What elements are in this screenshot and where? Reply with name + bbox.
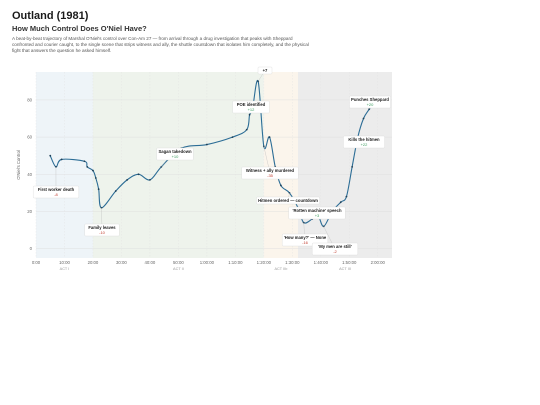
data-point xyxy=(60,158,63,161)
data-point xyxy=(114,190,117,192)
annotation-delta: -10 xyxy=(99,230,106,235)
annotation-label: 'How many?' — None xyxy=(284,235,327,240)
data-point xyxy=(268,136,271,139)
data-point xyxy=(205,143,208,146)
x-tick-label: 40:00 xyxy=(145,260,156,265)
data-point xyxy=(92,169,94,172)
x-tick-label: 1:40:00 xyxy=(314,260,329,265)
act-label: ACT IIb xyxy=(275,267,288,271)
annotation-delta: -8 xyxy=(54,192,58,197)
data-point xyxy=(231,136,234,139)
chart-title: Outland (1981) xyxy=(12,10,89,22)
x-tick-label: 1:30:00 xyxy=(285,260,300,265)
annotation-delta: -35 xyxy=(267,173,274,178)
chart-description: A beat-by-beat trajectory of Marshal O'N… xyxy=(12,36,309,53)
annotation-delta: +10 xyxy=(172,154,180,159)
annotation-label: Witness + ally murdered xyxy=(246,168,295,173)
x-tick-label: 30:00 xyxy=(116,260,127,265)
annotation-box xyxy=(232,100,270,114)
annotation-label: 'My men are still' xyxy=(318,244,351,249)
data-point xyxy=(351,165,354,168)
annotation-delta: -16 xyxy=(302,240,309,245)
x-tick-label: 2:00:00 xyxy=(371,260,386,265)
data-point xyxy=(126,178,129,181)
annotation-label: +7 xyxy=(263,68,268,73)
data-point xyxy=(49,154,52,157)
annotation-box xyxy=(256,196,320,205)
annotation-box xyxy=(257,66,273,75)
annotation-box xyxy=(343,135,385,149)
act-label: ACT II xyxy=(173,267,184,271)
data-point xyxy=(248,113,251,116)
annotation-label: Hitmen ordered — countdown xyxy=(258,198,318,203)
data-point xyxy=(280,184,282,187)
data-point xyxy=(345,195,348,198)
x-tick-label: 10:00 xyxy=(59,260,70,265)
data-point xyxy=(339,201,342,204)
y-tick-label: 40 xyxy=(27,172,32,177)
data-point xyxy=(86,165,89,168)
x-tick-label: 50:00 xyxy=(173,260,184,265)
y-tick-label: 80 xyxy=(27,97,32,102)
data-point xyxy=(97,188,100,191)
annotation-label: First worker death xyxy=(38,187,75,192)
x-tick-label: 1:50:00 xyxy=(342,260,357,265)
annotation-box xyxy=(33,185,79,199)
annotation-label: POE identified xyxy=(237,102,266,107)
data-point xyxy=(83,160,86,163)
annotation-delta: -2 xyxy=(333,249,337,254)
annotation-delta: +22 xyxy=(361,142,369,147)
annotation-label: Sagan takedown xyxy=(158,149,191,154)
y-tick-label: 20 xyxy=(27,209,32,214)
annotation-box xyxy=(312,242,358,256)
annotation-box xyxy=(84,223,120,237)
y-tick-label: 60 xyxy=(27,135,32,140)
annotation-label: Punches Sheppard xyxy=(351,97,389,102)
x-tick-label: 1:00:00 xyxy=(200,260,215,265)
annotation-box xyxy=(156,147,194,161)
data-point xyxy=(149,178,151,181)
act-label: ACT I xyxy=(60,267,70,271)
data-point xyxy=(362,117,365,120)
x-tick-label: 0:00 xyxy=(32,260,41,265)
annotation-delta: +3 xyxy=(315,213,320,218)
x-tick-label: 20:00 xyxy=(88,260,99,265)
annotation-box xyxy=(241,166,299,180)
chart-subtitle: How Much Control Does O'Niel Have? xyxy=(12,24,147,33)
annotation-box xyxy=(349,95,391,109)
annotation-delta: +20 xyxy=(367,102,375,107)
act-label: ACT III xyxy=(339,267,351,271)
annotation-box xyxy=(288,206,346,220)
annotation-label: 'Rotten machine' speech xyxy=(293,208,342,213)
data-point xyxy=(137,173,140,176)
x-tick-label: 1:10:00 xyxy=(228,260,243,265)
annotation-label: Kills the hitmen xyxy=(348,137,380,142)
annotation-delta: +12 xyxy=(248,107,256,112)
data-point xyxy=(94,177,97,179)
data-point xyxy=(245,128,248,131)
annotation-label: Family leaves xyxy=(88,225,116,230)
x-tick-label: 1:20:00 xyxy=(257,260,272,265)
y-axis-label: O'Niel's Control xyxy=(16,150,21,180)
y-tick-label: 0 xyxy=(30,246,33,251)
